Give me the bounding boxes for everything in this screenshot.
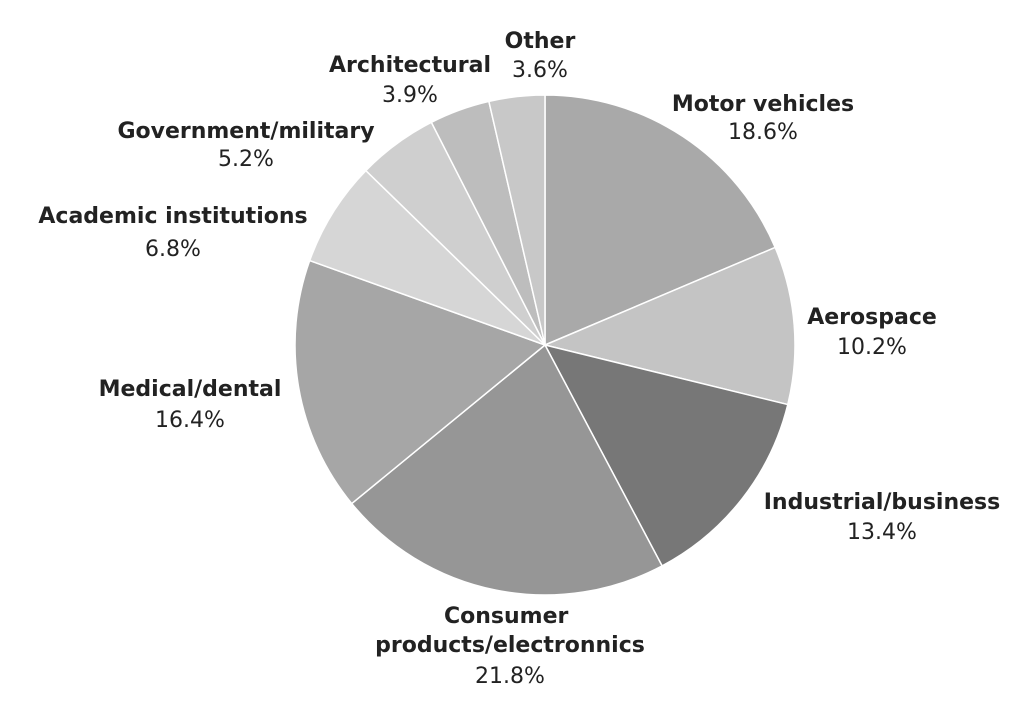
value-label: 10.2% [837, 335, 907, 360]
slice-label: Academic institutions [38, 204, 307, 229]
slice-label: Motor vehicles [672, 92, 854, 117]
slice-label: Aerospace [807, 305, 937, 330]
slice [487, 94, 546, 346]
slice-label: Government/military [117, 119, 374, 144]
slice-label: Architectural [329, 53, 491, 78]
value-label: 3.9% [382, 83, 438, 108]
slice-label: Consumer products/electronnics [375, 604, 645, 658]
value-label: 21.8% [475, 664, 545, 689]
value-label: 13.4% [847, 520, 917, 545]
value-label: 18.6% [728, 120, 798, 145]
slice-label: Other [505, 29, 576, 54]
slice [544, 94, 777, 347]
slice [543, 343, 789, 567]
slice [294, 259, 547, 505]
value-label: 3.6% [512, 58, 568, 83]
value-label: 5.2% [218, 147, 274, 172]
slice [350, 343, 664, 596]
slice-label: Medical/dental [99, 377, 282, 402]
value-label: 6.8% [145, 237, 201, 262]
value-label: 16.4% [155, 408, 225, 433]
slice-label: Industrial/business [764, 490, 1001, 515]
slice [308, 169, 546, 346]
slice [542, 246, 796, 406]
